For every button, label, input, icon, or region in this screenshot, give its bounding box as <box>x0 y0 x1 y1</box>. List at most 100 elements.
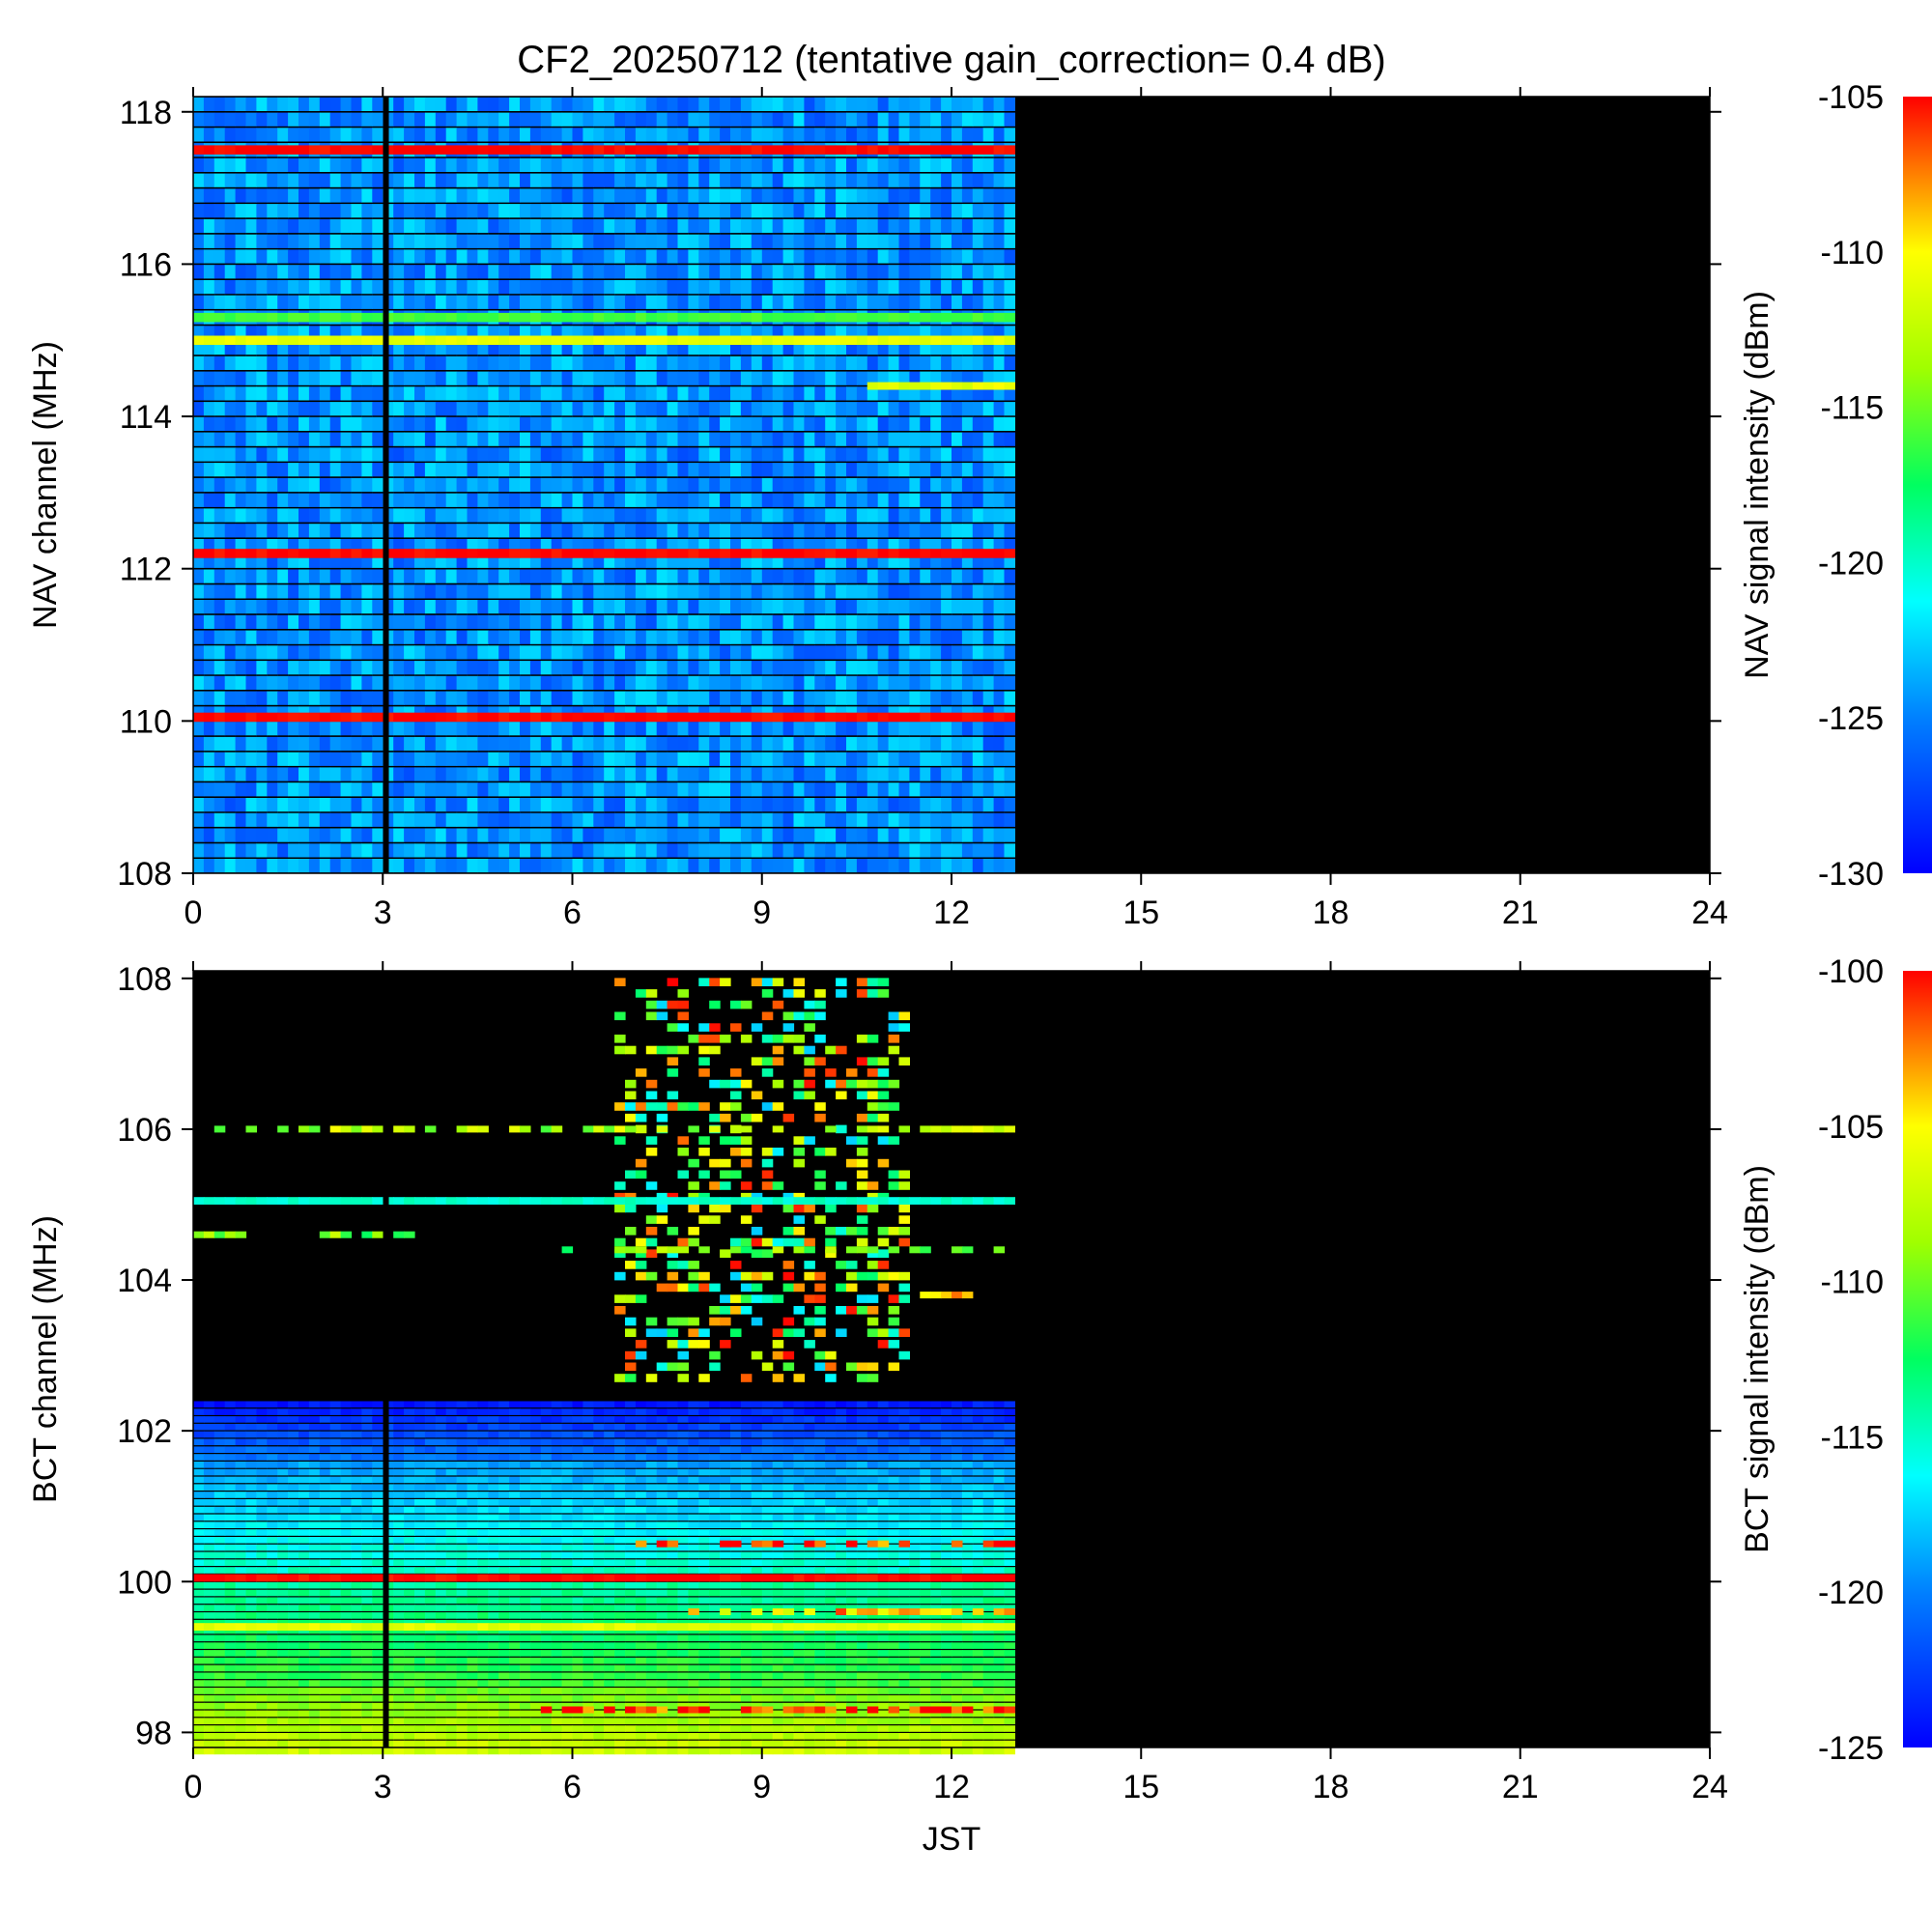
nav-heatmap-cell <box>730 157 742 172</box>
nav-heatmap-cell <box>593 477 605 493</box>
nav-heatmap-cell <box>456 355 469 370</box>
bct-heatmap-cell <box>730 1416 742 1423</box>
nav-heatmap-cell <box>688 736 699 752</box>
nav-heatmap-cell <box>529 675 542 690</box>
nav-heatmap-cell <box>498 416 510 431</box>
nav-heatmap-cell <box>203 416 215 431</box>
nav-heatmap-cell <box>645 371 658 385</box>
nav-heatmap-cell <box>698 493 710 507</box>
nav-heatmap-cell <box>193 157 205 172</box>
bct-heatmap-cell <box>677 1416 689 1423</box>
nav-heatmap-cell <box>224 432 237 446</box>
nav-heatmap-cell <box>952 432 963 446</box>
nav-heatmap-cell <box>203 554 215 568</box>
nav-channel-cell <box>213 712 226 723</box>
nav-heatmap-cell <box>467 736 478 752</box>
nav-channel-cell <box>498 549 510 558</box>
nav-heatmap-cell <box>604 463 615 477</box>
nav-heatmap-cell <box>909 600 921 614</box>
nav-heatmap-cell <box>203 843 215 858</box>
nav-heatmap-cell <box>730 447 742 462</box>
nav-heatmap-cell <box>804 859 815 873</box>
nav-heatmap-cell <box>319 798 331 812</box>
nav-heatmap-cell <box>972 97 984 111</box>
nav-heatmap-cell <box>920 675 931 690</box>
nav-heatmap-cell <box>498 402 510 416</box>
bct-heatmap-cell <box>319 1408 331 1415</box>
bct-heatmap-cell <box>467 1408 478 1415</box>
nav-channel-cell <box>645 712 658 723</box>
nav-heatmap-cell <box>836 204 847 218</box>
nav-heatmap-cell <box>751 386 763 401</box>
nav-heatmap-cell <box>340 249 353 264</box>
nav-heatmap-cell <box>267 493 278 507</box>
bct-heatmap-cell <box>814 1401 826 1408</box>
nav-heatmap-cell <box>298 341 310 355</box>
nav-heatmap-cell <box>604 691 615 705</box>
nav-heatmap-cell <box>920 691 931 705</box>
nav-heatmap-cell <box>730 539 742 554</box>
nav-heatmap-cell <box>614 493 626 507</box>
nav-heatmap-cell <box>424 386 437 401</box>
nav-channel-cell <box>772 712 784 723</box>
bct-heatmap-cell <box>561 1408 574 1415</box>
nav-heatmap-cell <box>645 736 658 752</box>
nav-heatmap-cell <box>245 204 257 218</box>
nav-heatmap-cell <box>740 188 753 203</box>
nav-channel-cell <box>488 335 499 345</box>
nav-heatmap-cell <box>308 477 321 493</box>
nav-heatmap-cell <box>645 661 658 675</box>
nav-heatmap-cell <box>836 188 847 203</box>
nav-channel-cell <box>308 335 321 345</box>
nav-heatmap-cell <box>814 234 826 248</box>
nav-channel-cell <box>645 335 658 345</box>
nav-heatmap-cell <box>856 524 868 538</box>
nav-channel-cell <box>888 549 900 558</box>
nav-heatmap-cell <box>604 477 615 493</box>
nav-heatmap-cell <box>224 249 237 264</box>
nav-heatmap-cell <box>435 782 447 797</box>
nav-heatmap-cell <box>993 416 1006 431</box>
nav-heatmap-cell <box>909 188 921 203</box>
nav-heatmap-cell <box>456 493 469 507</box>
nav-heatmap-cell <box>867 295 879 309</box>
nav-heatmap-cell <box>625 645 637 660</box>
nav-heatmap-cell <box>635 828 647 842</box>
nav-heatmap-cell <box>414 569 426 583</box>
nav-heatmap-cell <box>909 752 921 766</box>
nav-heatmap-cell <box>351 539 362 554</box>
bct-heatmap-cell <box>761 1446 774 1453</box>
bct-heatmap-cell <box>361 1431 373 1438</box>
nav-heatmap-cell <box>645 157 658 172</box>
nav-channel-cell <box>435 145 447 155</box>
bct-heatmap-cell <box>529 1408 542 1415</box>
nav-heatmap-cell <box>529 812 542 827</box>
nav-heatmap-cell <box>952 645 963 660</box>
nav-channel-cell <box>698 712 710 723</box>
nav-channel-cell <box>930 145 942 155</box>
nav-channel-cell <box>993 145 1006 155</box>
bct-heatmap-cell <box>277 1446 289 1453</box>
nav-heatmap-cell <box>920 402 931 416</box>
bct-heatmap-cell <box>256 1416 268 1423</box>
nav-heatmap-cell <box>867 508 879 523</box>
bct-heatmap-cell <box>825 1438 837 1446</box>
nav-heatmap-cell <box>224 843 237 858</box>
bct-heatmap-cell <box>540 1423 553 1431</box>
nav-heatmap-cell <box>961 355 974 370</box>
nav-heatmap-cell <box>804 569 815 583</box>
nav-heatmap-cell <box>846 798 858 812</box>
nav-heatmap-cell <box>614 812 626 827</box>
nav-heatmap-cell <box>582 416 594 431</box>
nav-heatmap-cell <box>688 463 699 477</box>
nav-heatmap-cell <box>761 416 774 431</box>
nav-heatmap-cell <box>982 828 995 842</box>
nav-heatmap-cell <box>509 645 521 660</box>
nav-heatmap-cell <box>740 416 753 431</box>
nav-heatmap-cell <box>993 630 1006 644</box>
bct-heatmap-cell <box>582 1446 594 1453</box>
bct-heatmap-cell <box>540 1401 553 1408</box>
nav-heatmap-cell <box>888 402 900 416</box>
nav-channel-cell <box>667 145 679 155</box>
nav-channel-cell <box>677 145 689 155</box>
